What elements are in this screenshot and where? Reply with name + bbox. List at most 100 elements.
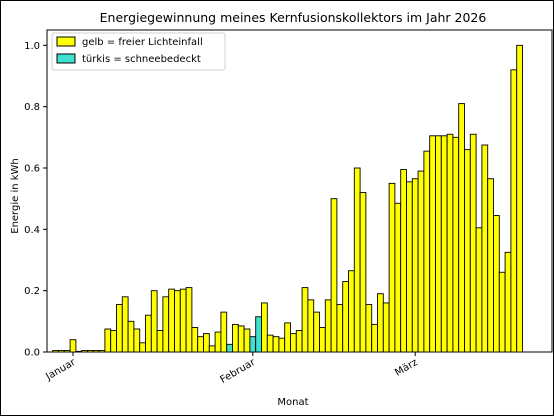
chart-title: Energiegewinnung meines Kernfusionskolle… — [100, 10, 487, 25]
x-tick-label: Februar — [219, 357, 259, 386]
bar-clear — [475, 227, 483, 353]
bar-clear — [446, 133, 454, 353]
bar-clear — [185, 287, 193, 353]
bar-clear — [179, 288, 187, 353]
bar-clear — [406, 181, 413, 353]
bar-clear — [324, 299, 332, 353]
legend: gelb = freier Lichteinfall türkis = schn… — [51, 32, 226, 71]
y-tick-label: 0.6 — [24, 164, 40, 175]
x-axis: Januar Februar März — [43, 352, 420, 386]
bar-clear — [63, 350, 71, 353]
bar-clear — [150, 290, 158, 353]
bar-clear — [272, 336, 280, 353]
bar-clear — [301, 287, 309, 353]
bar-clear — [411, 178, 419, 353]
bar-clear — [342, 281, 349, 353]
bar-snow — [226, 343, 233, 353]
legend-box — [51, 32, 226, 71]
bar-snow — [249, 336, 257, 353]
y-tick-label: 0.2 — [24, 286, 40, 297]
bar-snow — [255, 316, 262, 353]
bar-clear — [452, 136, 460, 353]
bar-clear — [498, 271, 506, 353]
bar-clear — [440, 135, 448, 353]
bar-clear — [464, 149, 471, 353]
bar-clear — [69, 339, 77, 353]
bar-clear — [290, 333, 297, 353]
bar-clear — [348, 270, 355, 353]
bar-clear — [232, 323, 239, 353]
bar-clear — [145, 314, 152, 353]
bar-clear — [52, 350, 59, 353]
bar-clear — [139, 342, 146, 353]
bar-clear — [371, 323, 378, 353]
bar-clear — [382, 302, 390, 353]
bar-clear — [197, 336, 204, 353]
bar-clear — [168, 288, 175, 353]
y-tick-label: 0.4 — [24, 225, 40, 236]
bar-clear — [493, 215, 500, 353]
legend-label-clear: gelb = freier Lichteinfall — [82, 37, 203, 48]
bar-clear — [81, 350, 88, 353]
bar-clear — [214, 331, 222, 353]
bar-clear — [203, 333, 210, 353]
bar-clear — [353, 167, 361, 353]
bar-clear — [284, 322, 291, 353]
bar-clear — [127, 320, 135, 353]
bar-clear — [388, 182, 396, 353]
bars — [52, 44, 523, 353]
bar-clear — [359, 192, 367, 353]
bar-clear — [116, 304, 123, 353]
bar-clear — [458, 103, 465, 353]
bar-clear — [237, 325, 245, 353]
bar-clear — [307, 299, 315, 353]
bar-clear — [104, 328, 112, 353]
bar-clear — [400, 169, 407, 353]
bar-clear — [435, 135, 442, 353]
bar-clear — [220, 311, 228, 353]
x-tick-label: Januar — [43, 357, 78, 383]
bar-clear — [278, 337, 286, 353]
bar-clear — [261, 302, 268, 353]
bar-clear — [110, 330, 117, 353]
bar-clear — [295, 330, 303, 353]
bar-clear — [58, 350, 65, 353]
bar-clear — [336, 304, 344, 353]
y-tick-label: 0.8 — [24, 102, 40, 113]
bar-clear — [469, 133, 477, 353]
legend-label-snow: türkis = schneebedeckt — [82, 54, 201, 65]
bar-clear — [481, 144, 489, 353]
y-tick-label: 0.0 — [24, 348, 40, 359]
x-tick-label: März — [393, 357, 419, 379]
bar-clear — [504, 251, 512, 353]
x-axis-label: Monat — [277, 397, 308, 408]
y-tick-label: 1.0 — [24, 41, 40, 52]
bar-clear — [75, 350, 83, 353]
legend-swatch-snow — [56, 53, 76, 64]
bar-clear — [394, 202, 402, 353]
bar-clear — [156, 330, 164, 353]
bar-clear — [174, 290, 181, 353]
bar-clear — [208, 345, 216, 353]
y-axis-label: Energie in kWh — [10, 158, 21, 234]
bar-clear — [516, 44, 523, 353]
bar-clear — [87, 350, 94, 353]
bar-clear — [417, 170, 425, 353]
bar-clear — [162, 296, 170, 353]
bar-clear — [510, 69, 518, 353]
legend-swatch-clear — [56, 36, 76, 47]
bar-clear — [98, 350, 106, 353]
bar-clear — [487, 178, 494, 353]
bar-clear — [266, 334, 274, 353]
bar-clear — [133, 328, 141, 353]
bar-clear — [429, 135, 436, 353]
bar-clear — [319, 327, 326, 353]
bar-clear — [313, 311, 320, 353]
bar-clear — [365, 304, 373, 353]
bar-clear — [423, 150, 431, 353]
bar-clear — [377, 293, 384, 353]
bar-clear — [243, 328, 251, 353]
bar-clear — [191, 327, 199, 353]
